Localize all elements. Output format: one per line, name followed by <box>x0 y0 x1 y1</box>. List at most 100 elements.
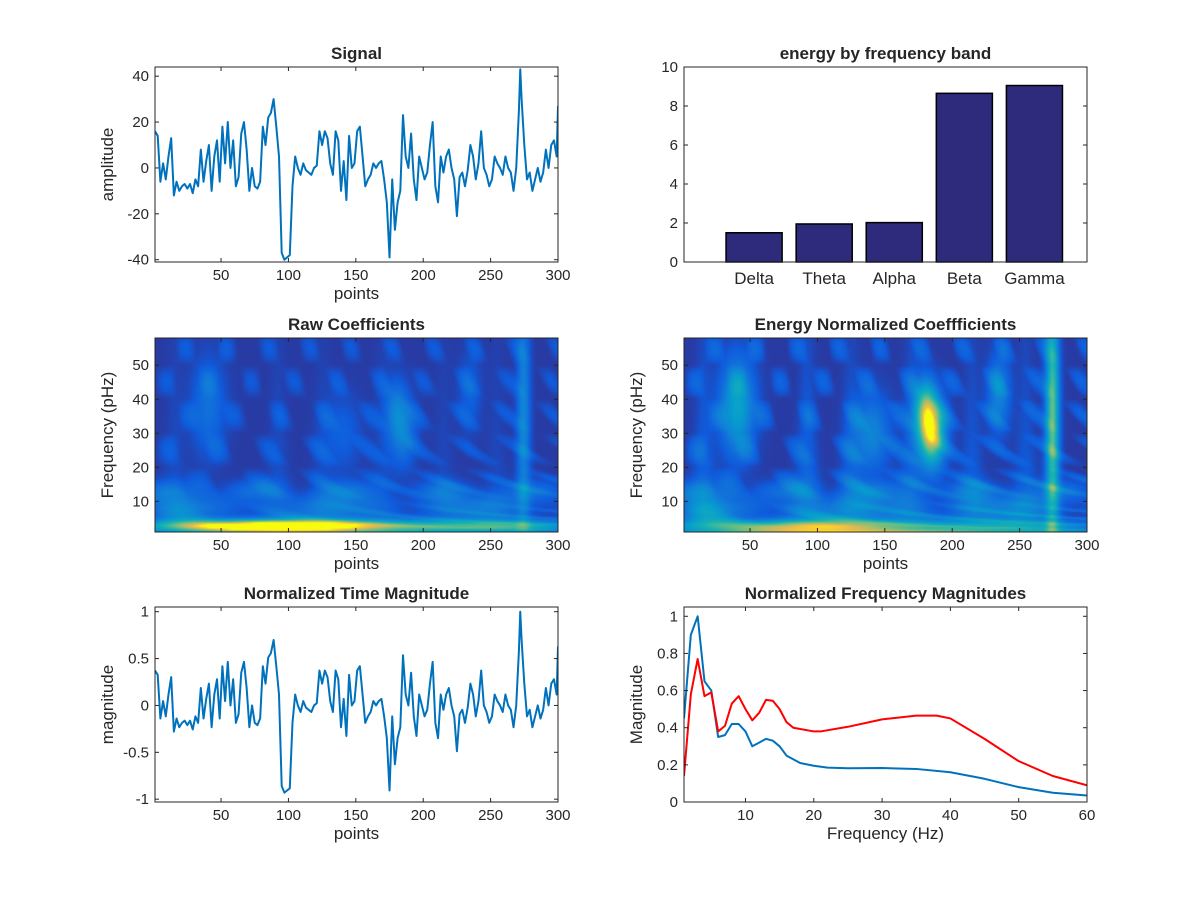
x-tick-label: 200 <box>940 537 965 554</box>
x-tick-label: 30 <box>874 807 891 824</box>
y-tick-label: 0.5 <box>128 651 149 668</box>
y-tick-label: 50 <box>132 357 149 374</box>
x-tick-label: 50 <box>1010 807 1027 824</box>
chart-norm: 50 100 150 200 250 300 10 20 30 40 50 Energy Normal… <box>627 315 1100 573</box>
y-tick-label: 4 <box>670 176 678 193</box>
x-tick-label: 300 <box>545 807 570 824</box>
x-tick-label: 100 <box>276 267 301 284</box>
x-tick-label: 60 <box>1079 807 1096 824</box>
series-line <box>684 658 1087 787</box>
y-tick-label: 20 <box>661 459 678 476</box>
series-line <box>155 68 558 261</box>
y-tick-label: 10 <box>661 493 678 510</box>
y-tick-label: 0 <box>141 697 149 714</box>
x-tick-label: 250 <box>478 537 503 554</box>
y-tick-label: 50 <box>661 357 678 374</box>
x-tick-label: 300 <box>545 537 570 554</box>
y-tick-label: 10 <box>132 493 149 510</box>
y-tick-label: -0.5 <box>123 744 149 761</box>
axes-box <box>154 606 559 803</box>
y-tick-label: -1 <box>136 791 149 808</box>
axes-box <box>154 337 559 533</box>
y-tick-label: 0 <box>670 254 678 271</box>
x-tick-label: 100 <box>276 537 301 554</box>
x-axis-label: points <box>334 824 379 843</box>
y-tick-label: 40 <box>132 391 149 408</box>
x-tick-label: 250 <box>1007 537 1032 554</box>
y-tick-label: 6 <box>670 137 678 154</box>
chart-title: energy by frequency band <box>780 44 992 63</box>
x-tick-label: 100 <box>805 537 830 554</box>
bar-gamma <box>1005 84 1064 263</box>
x-tick-label: 300 <box>1074 537 1099 554</box>
chart-title: Normalized Frequency Magnitudes <box>745 584 1027 603</box>
bar-delta <box>725 232 783 263</box>
y-tick-label: 30 <box>661 425 678 442</box>
y-tick-label: 0.8 <box>657 645 678 662</box>
y-tick-label: 0.6 <box>657 683 678 700</box>
chart-title: Signal <box>331 44 382 63</box>
x-tick-label: 250 <box>478 807 503 824</box>
y-axis-label: Frequency (pHz) <box>98 372 117 499</box>
x-tick-label: 100 <box>276 807 301 824</box>
y-tick-label: 40 <box>661 391 678 408</box>
x-tick-label: 200 <box>411 267 436 284</box>
series-line <box>155 610 558 794</box>
y-tick-label: 20 <box>132 114 149 131</box>
x-tick-label: 50 <box>213 807 230 824</box>
y-axis-label: magnitude <box>98 665 117 744</box>
x-tick-label: 300 <box>545 267 570 284</box>
x-tick-label: 250 <box>478 267 503 284</box>
x-tick-label: 40 <box>942 807 959 824</box>
x-tick-label: 10 <box>737 807 754 824</box>
y-axis-label: amplitude <box>98 128 117 202</box>
heatmap-image <box>155 338 558 532</box>
chart-bands: Delta Theta Alpha Beta Gamma 0 2 4 6 8 10 energy by… <box>661 44 1088 288</box>
y-tick-label: -20 <box>127 206 149 223</box>
y-tick-label: 20 <box>132 459 149 476</box>
chart-timemag: 50 100 150 200 250 300 -1 -0.5 0 0.5 1 Normalized T… <box>98 584 571 843</box>
x-tick-label: Delta <box>734 269 774 288</box>
y-tick-label: 0 <box>141 160 149 177</box>
y-tick-label: -40 <box>127 252 149 269</box>
x-tick-label: Alpha <box>873 269 917 288</box>
x-tick-label: 50 <box>213 267 230 284</box>
x-axis-label: points <box>334 554 379 573</box>
y-axis-label: Magnitude <box>627 665 646 744</box>
y-tick-label: 8 <box>670 98 678 115</box>
x-tick-label: Beta <box>947 269 983 288</box>
x-axis-label: Frequency (Hz) <box>827 824 944 843</box>
x-tick-label: 150 <box>872 537 897 554</box>
x-tick-label: Theta <box>802 269 846 288</box>
axes-box <box>683 66 1088 263</box>
x-tick-label: 20 <box>805 807 822 824</box>
chart-freqmag: 10 20 30 40 50 60 0 0.2 0.4 0.6 0.8 1 Normalized Fre… <box>627 584 1095 843</box>
y-tick-label: 1 <box>141 604 149 621</box>
y-tick-label: 0 <box>670 794 678 811</box>
y-tick-label: 0.4 <box>657 720 678 737</box>
x-tick-label: 150 <box>343 537 368 554</box>
y-tick-label: 0.2 <box>657 757 678 774</box>
x-tick-label: 50 <box>742 537 759 554</box>
x-tick-label: 150 <box>343 807 368 824</box>
y-tick-label: 10 <box>661 59 678 76</box>
x-axis-label: points <box>863 554 908 573</box>
x-axis-label: points <box>334 284 379 303</box>
bar-theta <box>795 223 853 263</box>
y-tick-label: 1 <box>670 608 678 625</box>
axes-box <box>683 337 1088 533</box>
chart-signal: 50 100 150 200 250 300 -40 -20 0 20 40 Signal points… <box>98 44 571 303</box>
chart-raw: 50 100 150 200 250 300 10 20 30 40 50 Raw Coefficie… <box>98 315 571 573</box>
axes-box <box>154 66 559 263</box>
x-tick-label: 150 <box>343 267 368 284</box>
y-tick-label: 30 <box>132 425 149 442</box>
axes-box <box>683 606 1088 803</box>
chart-title: Raw Coefficients <box>288 315 425 334</box>
y-tick-label: 40 <box>132 68 149 85</box>
x-tick-label: Gamma <box>1004 269 1065 288</box>
y-tick-label: 2 <box>670 215 678 232</box>
chart-title: Normalized Time Magnitude <box>244 584 469 603</box>
chart-title: Energy Normalized Coeffficients <box>755 315 1017 334</box>
y-axis-label: Frequency (pHz) <box>627 372 646 499</box>
